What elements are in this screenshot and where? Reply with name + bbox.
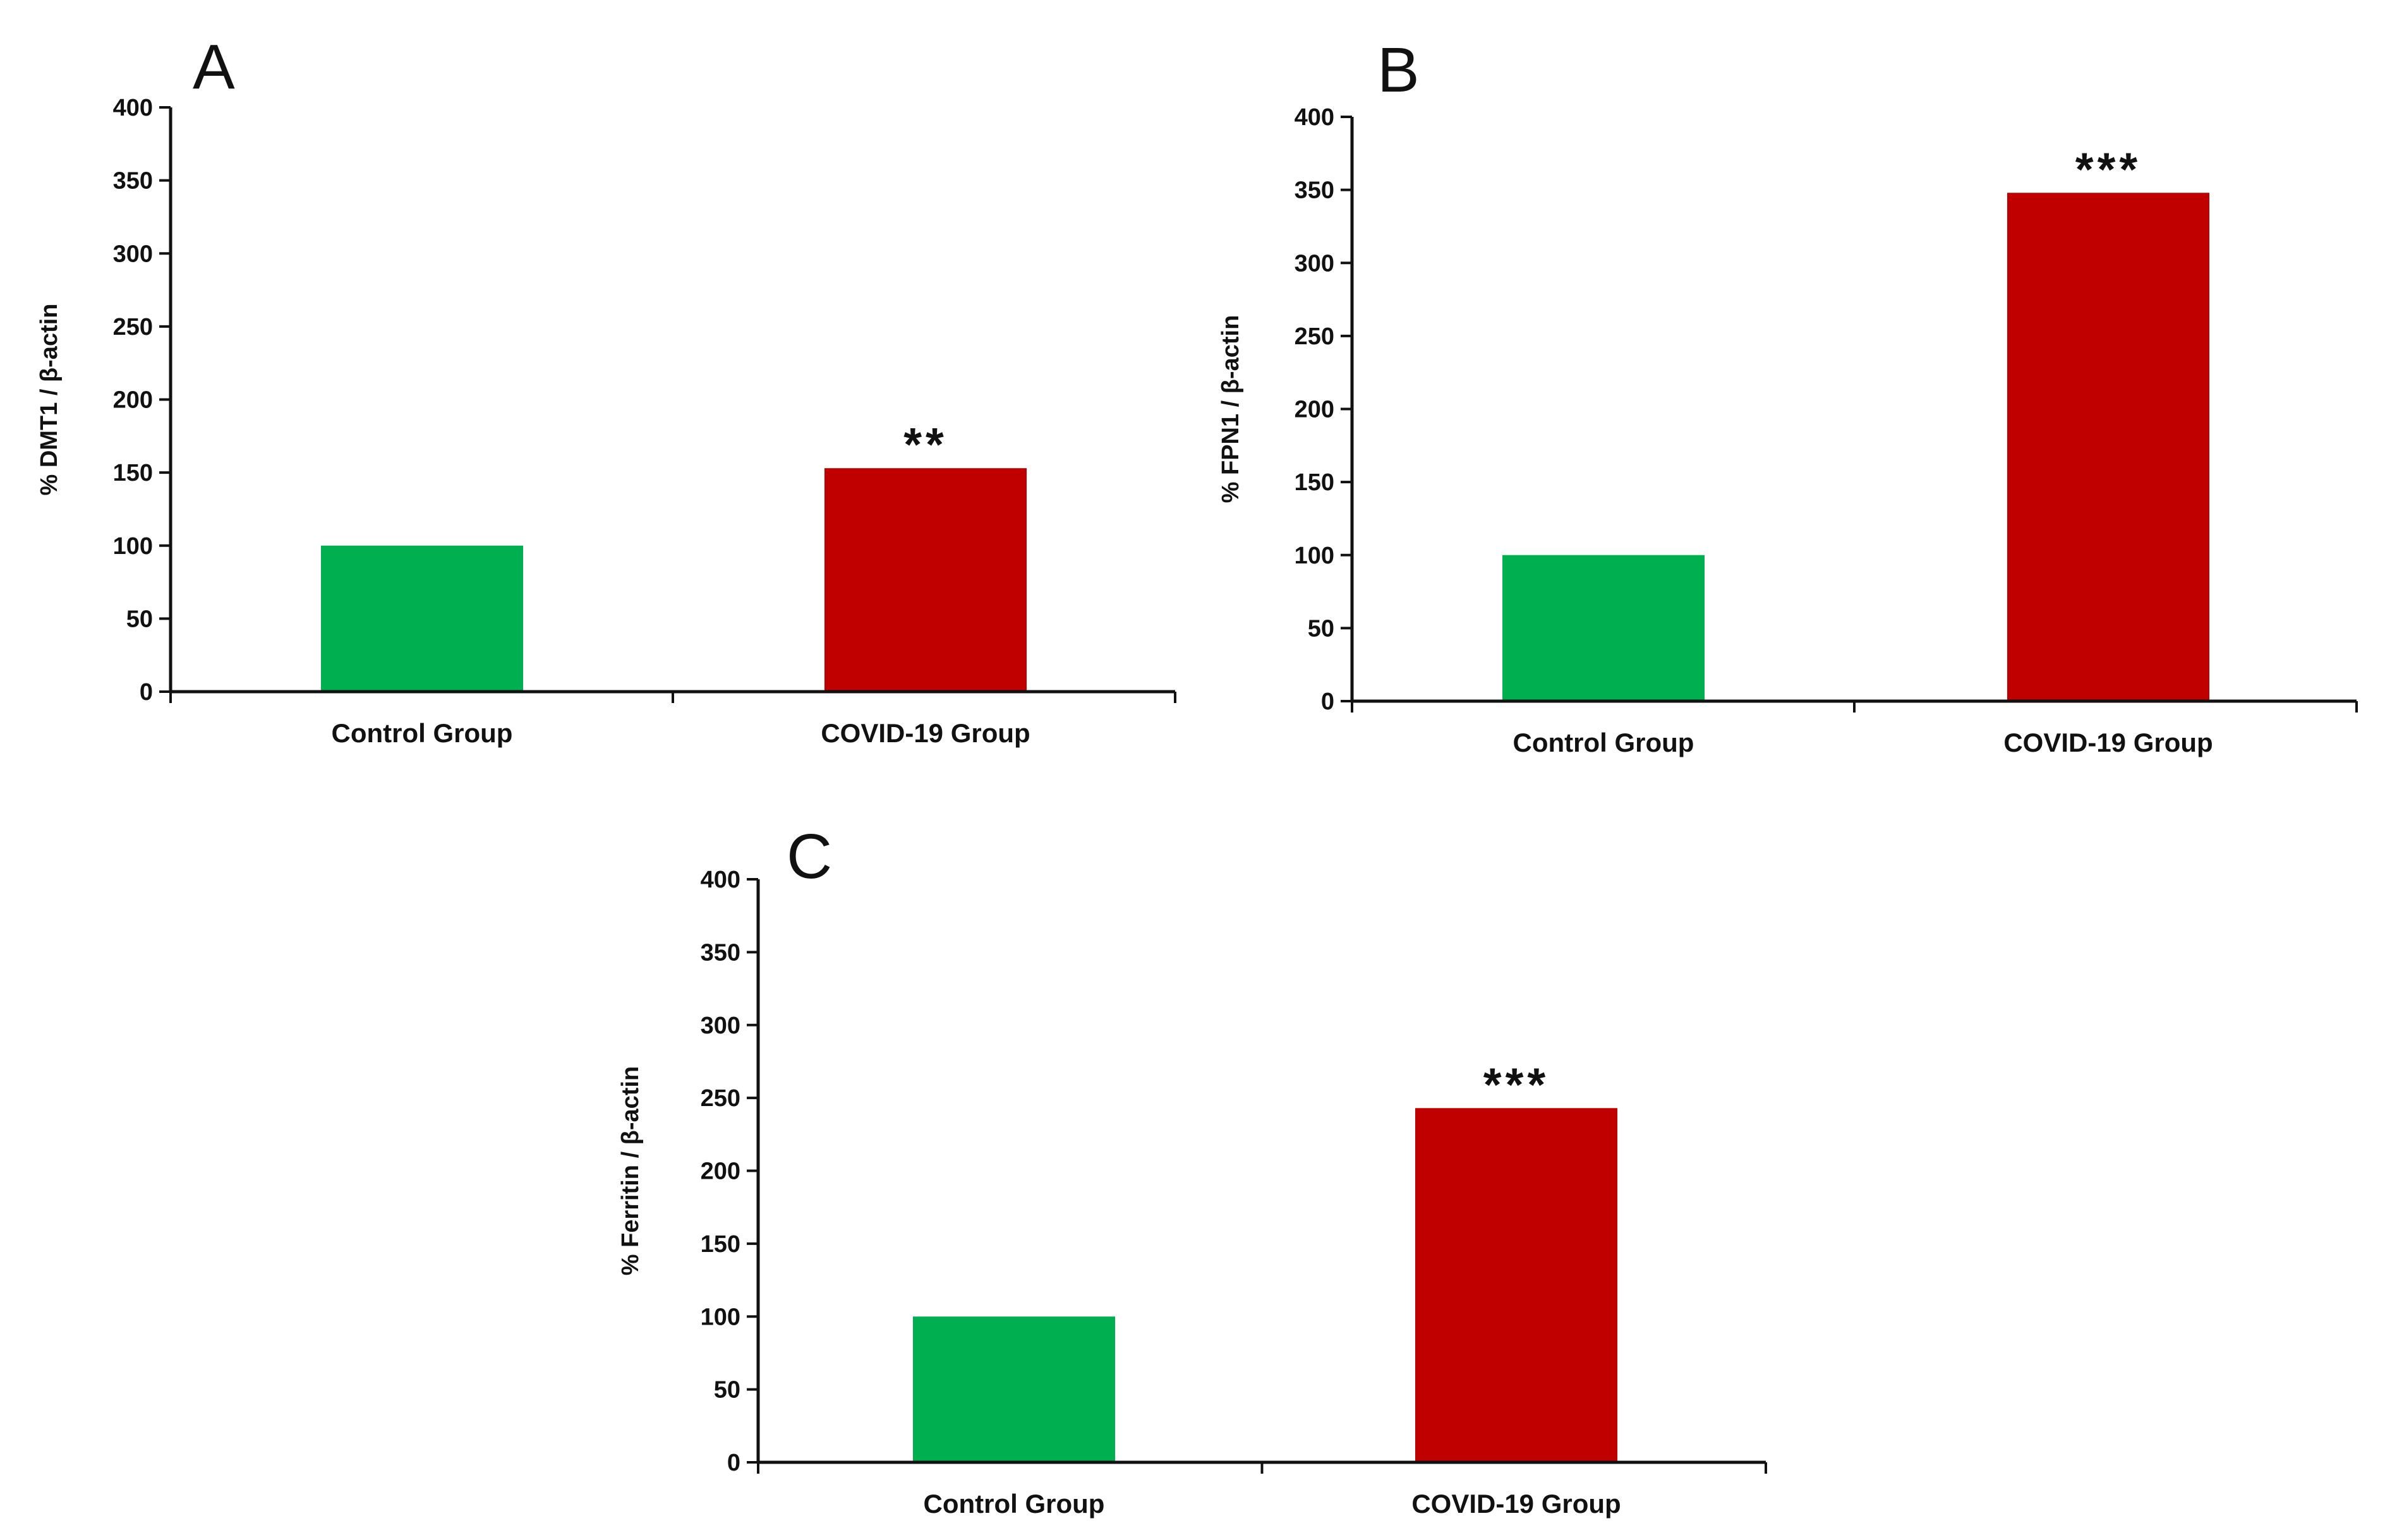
bar-covid19	[1415, 1108, 1617, 1462]
panel-letter: B	[1377, 35, 1420, 105]
y-tick-label: 250	[113, 314, 153, 340]
y-axis-title: % FPN1 / β-actin	[1217, 315, 1244, 503]
y-tick-label: 50	[126, 606, 153, 632]
y-tick-label: 350	[701, 939, 740, 966]
y-tick-label: 150	[1295, 469, 1334, 496]
bar-control	[1502, 555, 1705, 701]
y-tick-label: 0	[1321, 689, 1334, 715]
y-tick-label: 300	[113, 241, 153, 267]
y-tick-label: 250	[701, 1085, 740, 1112]
x-tick-label: Control Group	[332, 718, 513, 748]
chart-panel-b: B Control Group *** COVID-19 Group 0 50 100 150…	[1217, 35, 2358, 757]
bar-covid19	[824, 468, 1027, 692]
panel-letter: C	[787, 821, 832, 892]
panel-letter: A	[193, 32, 235, 102]
y-tick-label: 200	[113, 387, 153, 414]
bar-control	[913, 1316, 1115, 1462]
y-tick-label: 50	[1308, 615, 1334, 642]
y-tick-label: 150	[113, 460, 153, 486]
y-tick-label: 250	[1295, 323, 1334, 350]
y-tick-label: 0	[140, 679, 153, 706]
y-tick-label: 400	[113, 95, 153, 121]
x-tick-label: Control Group	[1513, 728, 1694, 757]
y-tick-label: 50	[714, 1377, 740, 1404]
chart-panel-a: A Control Group ** COVID-19 Group 0 50 100 150 2…	[36, 32, 1176, 748]
significance-label: ***	[1483, 1058, 1549, 1110]
y-tick-label: 350	[1295, 177, 1334, 204]
significance-label: **	[903, 418, 948, 471]
y-tick-label: 300	[1295, 250, 1334, 277]
significance-label: ***	[2075, 143, 2141, 195]
x-tick-label: COVID-19 Group	[821, 718, 1030, 748]
x-tick-label: Control Group	[924, 1489, 1105, 1519]
y-tick-label: 0	[727, 1450, 740, 1476]
y-tick-label: 400	[1295, 104, 1334, 131]
y-tick-label: 200	[1295, 397, 1334, 423]
y-axis-title: % Ferritin / β-actin	[617, 1066, 644, 1275]
bar-covid19	[2007, 193, 2209, 701]
y-tick-label: 100	[701, 1304, 740, 1330]
y-tick-label: 100	[1295, 543, 1334, 569]
bar-control	[321, 545, 523, 692]
y-tick-label: 350	[113, 168, 153, 195]
y-tick-label: 400	[701, 867, 740, 893]
y-tick-label: 100	[113, 533, 153, 560]
x-tick-label: COVID-19 Group	[1411, 1489, 1621, 1519]
y-axis-title: % DMT1 / β-actin	[36, 304, 63, 496]
x-tick-label: COVID-19 Group	[2003, 728, 2213, 757]
y-tick-label: 300	[701, 1013, 740, 1039]
y-tick-label: 200	[701, 1158, 740, 1185]
y-tick-label: 150	[701, 1231, 740, 1258]
chart-panel-c: C Control Group *** COVID-19 Group 0 50 100 150…	[617, 821, 1767, 1519]
